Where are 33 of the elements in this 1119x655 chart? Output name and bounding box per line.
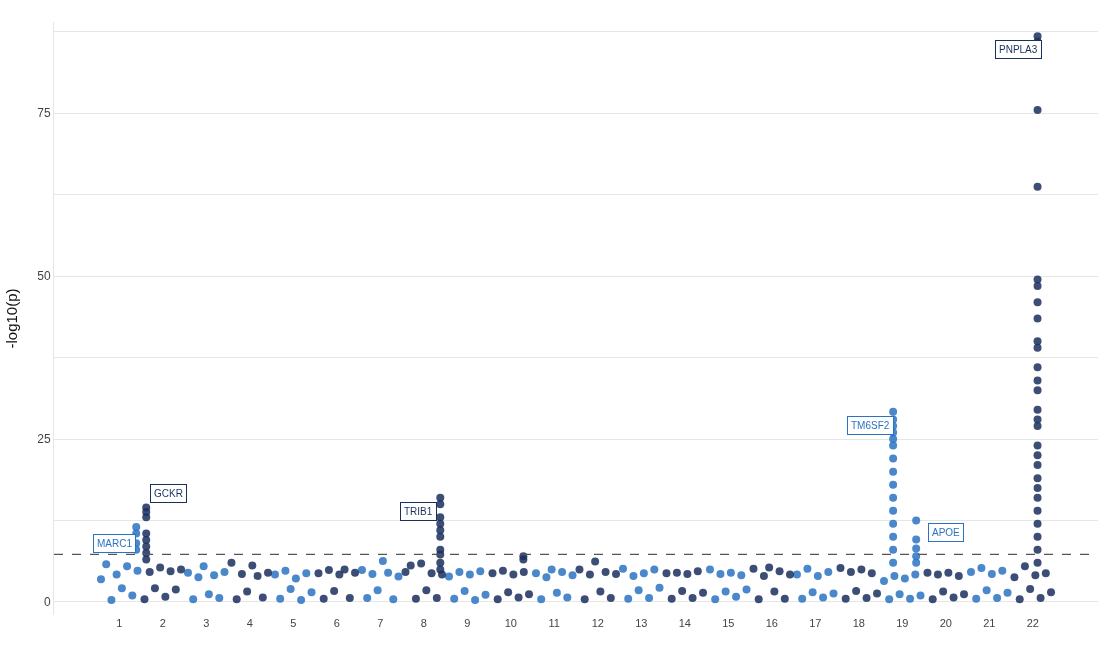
x-tick-label: 10 [504,617,517,629]
annotation: PNPLA3 [999,44,1038,55]
x-tick-label: 9 [464,617,471,629]
x-tick-label: 14 [678,617,691,629]
x-tick-label: 12 [591,617,604,629]
x-tick-label: 4 [246,617,253,629]
y-tick-label: 25 [37,432,51,447]
x-tick-label: 6 [333,617,340,629]
x-tick-label: 17 [809,617,822,629]
x-tick-label: 22 [1026,617,1039,629]
x-tick-label: 21 [983,617,996,629]
x-tick-label: 7 [377,617,384,629]
x-tick-label: 1 [116,617,123,629]
x-tick-label: 20 [939,617,952,629]
x-tick-label: 3 [203,617,210,629]
x-tick-label: 2 [159,617,166,629]
x-tick-label: 18 [852,617,865,629]
x-tick-label: 8 [420,617,427,629]
x-tick-label: 16 [765,617,778,629]
annotation: TRIB1 [404,506,433,517]
y-tick-label: 0 [43,595,51,610]
annotation: APOE [932,527,961,538]
y-tick-label: 75 [37,106,51,121]
x-tick-label: 19 [896,617,909,629]
x-tick-label: 11 [548,617,560,629]
x-tick-label: 13 [635,617,648,629]
y-tick-label: 50 [37,269,51,284]
annotation: MARC1 [97,538,133,549]
annotation: TM6SF2 [851,420,890,431]
y-axis-title: -log10(p) [3,288,21,349]
x-tick-label: 15 [722,617,735,629]
annotation: GCKR [154,488,183,499]
x-tick-label: 5 [290,617,297,629]
